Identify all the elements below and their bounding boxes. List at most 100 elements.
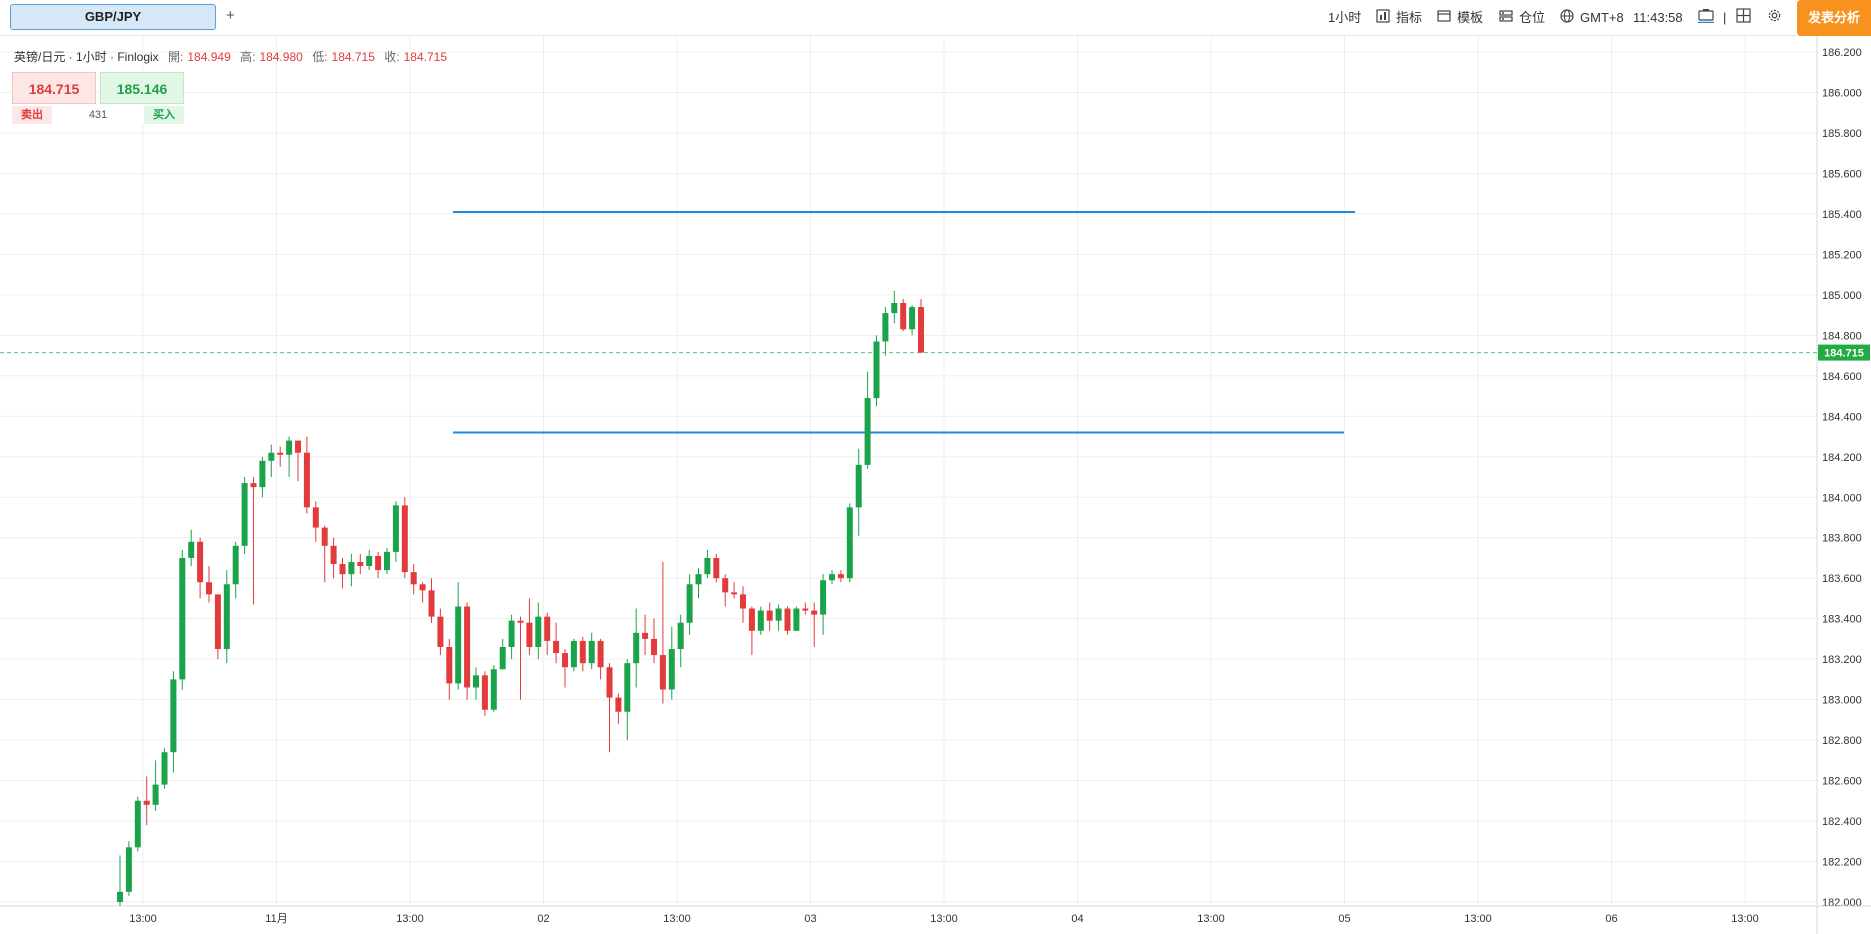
- candle-body: [321, 527, 328, 546]
- candle-body: [286, 440, 293, 455]
- time-axis-label: 13:00: [396, 913, 424, 925]
- candle-body: [606, 667, 613, 698]
- candle-body: [499, 646, 506, 670]
- candle-body: [793, 608, 800, 631]
- publish-analysis-button[interactable]: 发表分析: [1797, 0, 1871, 36]
- candle-body: [303, 452, 310, 508]
- candle-body: [161, 752, 168, 785]
- globe-icon: [1560, 1, 1574, 37]
- legend-close-label: 收:: [384, 50, 400, 64]
- chart-legend: 英镑/日元 · 1小时 · Finlogix 開: 184.949 高: 184.9…: [14, 48, 447, 65]
- screenshot-icon: [1697, 1, 1715, 37]
- candle-body: [428, 590, 435, 617]
- candle-body: [508, 620, 515, 647]
- candle-body: [775, 608, 782, 621]
- legend-close-value: 184.715: [403, 50, 447, 64]
- candle-body: [651, 638, 657, 656]
- price-axis-label: 184.400: [1822, 411, 1862, 423]
- template-icon: [1437, 1, 1451, 37]
- candle-body: [330, 545, 337, 565]
- candle-body: [642, 632, 649, 639]
- candle-body: [419, 584, 426, 591]
- bar-chart-icon: [1376, 1, 1390, 37]
- price-axis-label: 185.000: [1822, 290, 1862, 302]
- candle-body: [410, 572, 417, 585]
- candle-body: [615, 697, 622, 712]
- candle-body: [597, 640, 604, 668]
- sell-label[interactable]: 卖出: [12, 106, 52, 124]
- screenshot-button[interactable]: [1697, 0, 1721, 36]
- spread-value: 431: [52, 106, 144, 124]
- price-axis-label: 183.800: [1822, 533, 1862, 545]
- legend-high-label: 高:: [240, 50, 256, 64]
- candle-body: [143, 800, 150, 805]
- candle-body: [766, 610, 773, 621]
- price-axis-label: 185.800: [1822, 128, 1862, 140]
- quote-widget: 184.715 185.146 卖出 431 买入: [12, 72, 184, 126]
- legend-open-value: 184.949: [187, 50, 231, 64]
- candle-body: [579, 640, 586, 664]
- candle-body: [179, 557, 186, 680]
- legend-symbol: 英镑/日元 · 1小时 · Finlogix: [14, 50, 159, 64]
- indicators-label: 指标: [1396, 10, 1423, 25]
- candle-body: [909, 307, 916, 330]
- buy-price-button[interactable]: 185.146: [100, 72, 184, 104]
- candle-body: [481, 675, 488, 710]
- candle-body: [517, 620, 524, 623]
- candle-body: [553, 640, 560, 654]
- sell-price-button[interactable]: 184.715: [12, 72, 96, 104]
- candle-body: [134, 800, 141, 848]
- candle-body: [437, 616, 444, 647]
- current-price-tag: [1818, 344, 1870, 361]
- positions-button[interactable]: 仓位: [1499, 0, 1545, 36]
- candle-body: [900, 303, 907, 330]
- candle-body: [873, 341, 880, 399]
- candle-body: [570, 640, 577, 668]
- time-axis-label: 04: [1071, 913, 1083, 925]
- settings-button[interactable]: [1767, 0, 1788, 36]
- timeframe-selector[interactable]: 1小时: [1328, 10, 1362, 25]
- candle-body: [384, 551, 390, 571]
- layout-button[interactable]: [1736, 0, 1757, 36]
- templates-button[interactable]: 模板: [1437, 0, 1483, 36]
- legend-low-value: 184.715: [331, 50, 375, 64]
- price-axis-label: 182.800: [1822, 735, 1862, 747]
- candle-body: [259, 460, 266, 488]
- candle-body: [170, 679, 177, 753]
- candle-body: [490, 669, 497, 710]
- candle-body: [695, 574, 702, 585]
- price-axis-label: 184.200: [1822, 452, 1862, 464]
- price-axis-label: 184.800: [1822, 330, 1862, 342]
- time-axis-label: 05: [1338, 913, 1350, 925]
- candle-body: [784, 608, 791, 631]
- candle-body: [624, 663, 631, 712]
- price-axis-label: 186.200: [1822, 47, 1862, 59]
- time-axis-label: 06: [1605, 913, 1617, 925]
- candle-body: [455, 606, 462, 684]
- legend-open-label: 開:: [168, 50, 184, 64]
- timezone-label: GMT+8: [1580, 10, 1624, 25]
- candle-body: [277, 452, 284, 455]
- candle-body: [312, 507, 319, 528]
- candle-body: [366, 555, 373, 567]
- price-axis-label: 183.600: [1822, 573, 1862, 585]
- timezone-button[interactable]: GMT+8: [1560, 0, 1624, 36]
- candle-body: [241, 483, 248, 546]
- candle-body: [206, 582, 212, 595]
- candle-body: [864, 398, 871, 465]
- candle-body: [348, 562, 355, 575]
- price-axis-label: 182.600: [1822, 776, 1862, 788]
- price-axis-label: 183.200: [1822, 654, 1862, 666]
- buy-label[interactable]: 买入: [144, 106, 184, 124]
- candle-body: [882, 313, 889, 342]
- candle-body: [125, 847, 132, 892]
- add-tab-button[interactable]: +: [226, 7, 235, 24]
- tab-gbpjpy[interactable]: GBP/JPY: [10, 4, 216, 30]
- indicators-button[interactable]: 指标: [1376, 0, 1422, 36]
- candle-body: [740, 594, 746, 609]
- chart-area[interactable]: 186.200 186.000 185.800 185.600 185.400 185.2…: [0, 36, 1871, 934]
- legend-low-label: 低:: [312, 50, 328, 64]
- candlestick-chart[interactable]: 186.200 186.000 185.800 185.600 185.400 185.2…: [0, 36, 1871, 934]
- gear-icon: [1767, 1, 1782, 37]
- candle-body: [731, 592, 738, 595]
